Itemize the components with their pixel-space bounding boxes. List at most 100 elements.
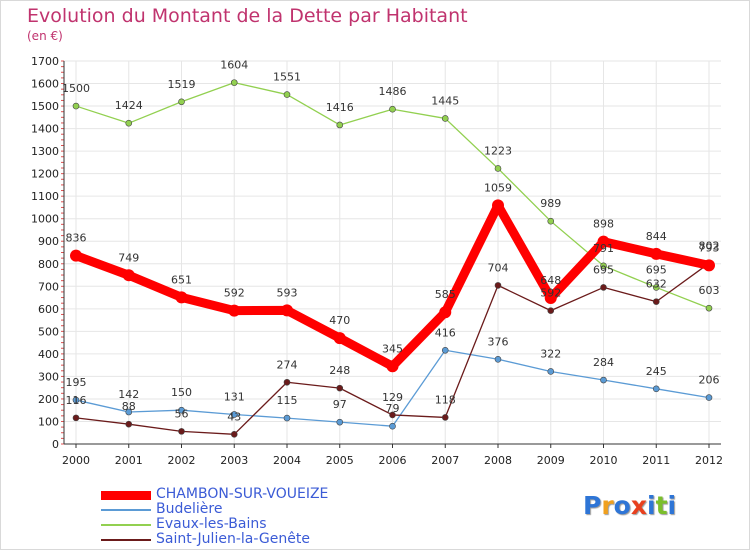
data-label-3: 704 — [488, 261, 509, 274]
series-point-0 — [228, 304, 241, 317]
data-label-0: 898 — [593, 218, 614, 231]
series-point-2 — [336, 121, 344, 129]
data-label-0: 592 — [224, 287, 245, 300]
series-point-2 — [178, 98, 185, 106]
data-label-2: 989 — [540, 197, 561, 210]
x-tick-label: 2000 — [62, 454, 90, 467]
y-tick-label: 1700 — [31, 55, 59, 68]
y-tick-label: 500 — [38, 325, 59, 338]
data-label-2: 1416 — [326, 101, 354, 114]
data-label-0: 793 — [699, 241, 720, 254]
data-label-1: 376 — [488, 335, 509, 348]
data-label-0: 749 — [118, 251, 139, 264]
data-label-0: 844 — [646, 230, 667, 243]
data-label-2: 1519 — [168, 78, 196, 91]
y-tick-label: 600 — [38, 303, 59, 316]
series-point-3 — [283, 378, 291, 386]
data-label-0: 836 — [66, 232, 87, 245]
series-point-3 — [389, 411, 396, 419]
data-label-1: 79 — [386, 402, 400, 415]
series-point-0 — [175, 291, 188, 304]
series-point-3 — [125, 420, 133, 428]
y-tick-label: 400 — [38, 348, 59, 361]
data-label-2: 603 — [699, 284, 720, 297]
series-point-3 — [441, 414, 449, 421]
data-label-3: 116 — [66, 394, 87, 407]
data-label-3: 632 — [646, 278, 667, 291]
y-tick-label: 300 — [38, 370, 59, 383]
series-point-0 — [544, 292, 557, 305]
data-label-1: 284 — [593, 356, 614, 369]
data-label-2: 1486 — [379, 85, 407, 98]
series-point-1 — [72, 396, 80, 404]
data-label-0: 345 — [382, 342, 403, 355]
data-label-2: 1424 — [115, 99, 143, 112]
series-point-3 — [178, 428, 185, 435]
data-label-0: 1059 — [484, 181, 512, 194]
data-label-1: 131 — [224, 390, 245, 403]
y-tick-label: 900 — [38, 235, 59, 248]
y-tick-label: 1600 — [31, 78, 59, 91]
data-label-2: 1551 — [273, 71, 301, 84]
x-tick-label: 2003 — [220, 454, 248, 467]
series-point-3 — [547, 307, 555, 314]
data-label-layer: 195 142 150 131 115 97 79 416 376 322 284 245 206 150… — [62, 59, 720, 424]
x-tick-label: 2002 — [168, 454, 196, 467]
series-point-2 — [652, 284, 660, 291]
data-label-1: 322 — [540, 347, 561, 360]
series-point-1 — [336, 418, 344, 426]
data-label-1: 142 — [118, 388, 139, 401]
series-point-0 — [597, 235, 610, 248]
legend-swatch — [101, 524, 151, 526]
x-tick-label: 2012 — [695, 454, 723, 467]
y-tick-label: 0 — [52, 438, 59, 451]
y-tick-label: 800 — [38, 258, 59, 271]
series-point-2 — [600, 262, 607, 270]
series-point-3 — [336, 384, 344, 392]
data-label-1: 97 — [333, 398, 347, 411]
data-label-1: 245 — [646, 365, 667, 378]
data-label-0: 585 — [435, 288, 456, 301]
series-point-3 — [652, 298, 660, 305]
series-point-2 — [389, 105, 396, 113]
data-label-2: 1223 — [484, 144, 512, 157]
series-point-1 — [547, 368, 555, 375]
x-tick-label: 2007 — [431, 454, 459, 467]
data-label-2: 1500 — [62, 82, 90, 95]
x-tick-label: 2004 — [273, 454, 301, 467]
series-point-2 — [283, 91, 291, 98]
data-label-3: 274 — [277, 358, 298, 371]
series-point-2 — [230, 79, 238, 86]
data-label-3: 129 — [382, 391, 403, 404]
data-label-1: 115 — [277, 394, 298, 407]
legend-swatch — [101, 509, 151, 511]
x-tick-label: 2010 — [590, 454, 618, 467]
data-label-1: 416 — [435, 326, 456, 339]
series-point-1 — [652, 385, 660, 393]
series-point-2 — [547, 217, 555, 225]
y-tick-label: 100 — [38, 415, 59, 428]
y-tick-label: 700 — [38, 280, 59, 293]
x-tick-label: 2005 — [326, 454, 354, 467]
x-tick-label: 2001 — [115, 454, 143, 467]
chart-title: Evolution du Montant de la Dette par Hab… — [27, 5, 468, 27]
y-tick-label: 1500 — [31, 100, 59, 113]
data-label-3: 56 — [175, 407, 189, 420]
legend-label: Saint-Julien-la-Genête — [156, 531, 310, 547]
series-point-1 — [283, 414, 291, 422]
data-label-2: 1604 — [220, 59, 248, 72]
series-point-0 — [70, 249, 82, 262]
x-tick-label: 2008 — [484, 454, 512, 467]
data-label-1: 195 — [66, 376, 87, 389]
series-point-0 — [333, 332, 346, 345]
legend-label: Evaux-les-Bains — [156, 516, 267, 532]
y-tick-label: 1300 — [31, 145, 59, 158]
data-label-3: 88 — [122, 400, 136, 413]
series-point-3 — [494, 282, 502, 289]
y-tick-label: 1200 — [31, 168, 59, 181]
legend-label: CHAMBON-SUR-VOUEIZE — [156, 486, 329, 502]
y-tick-label: 1000 — [31, 213, 59, 226]
series-point-2 — [72, 102, 80, 110]
legend-label: Budelière — [156, 501, 223, 517]
